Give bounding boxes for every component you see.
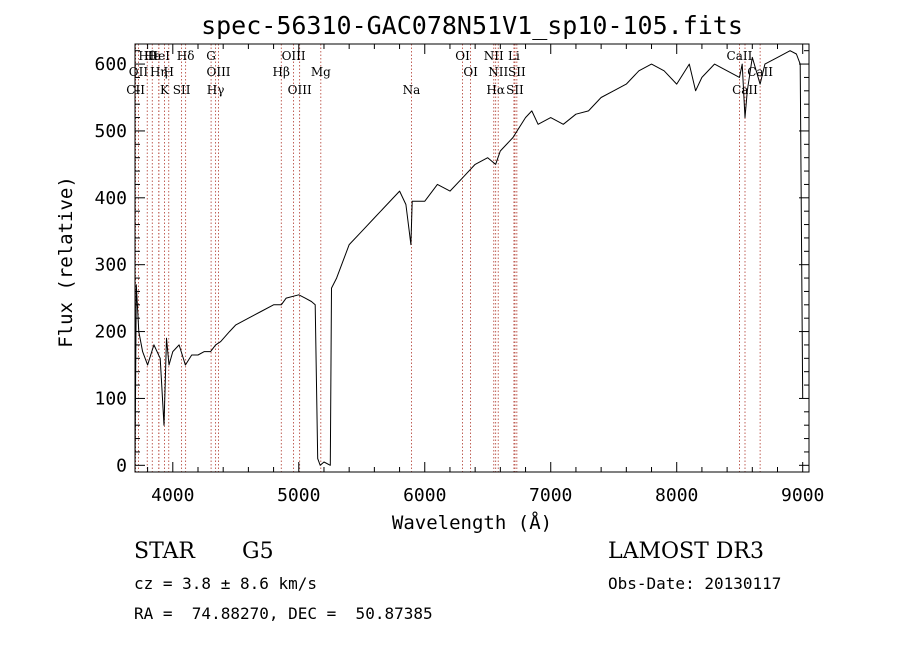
y-axis-label: Flux (relative)	[55, 176, 77, 348]
y-tick-label: 600	[94, 54, 127, 75]
object-type: STAR	[134, 539, 195, 564]
line-label: Hα	[486, 83, 505, 97]
obs-date: Obs-Date: 20130117	[608, 574, 782, 593]
line-label: HeI	[148, 49, 171, 63]
subclass: G5	[242, 539, 274, 564]
line-label: Mg	[311, 65, 331, 79]
line-label: CaII	[732, 83, 758, 97]
line-label: CII	[126, 83, 145, 97]
line-label: CaII	[747, 65, 773, 79]
y-tick-label: 300	[94, 255, 127, 276]
line-label: SII	[508, 65, 526, 79]
axis-ticks: 4000 5000 6000 7000 8000 9000 0 100 200 300 400 500…	[94, 44, 824, 506]
coordinates: RA = 74.88270, DEC = 50.87385	[134, 604, 433, 623]
line-label: OII	[129, 65, 149, 79]
line-label: SII	[506, 83, 524, 97]
line-label: Li	[508, 49, 520, 63]
spectral-line-labels: Hθ OII CII Hε Hη K HeI H SII Hδ OIII Hγ G Hβ OIII OIII M…	[126, 49, 773, 97]
x-axis-label: Wavelength (Å)	[392, 511, 552, 534]
line-label: Hδ	[177, 49, 195, 63]
survey-label: LAMOST DR3	[608, 539, 764, 564]
x-tick-label: 5000	[277, 485, 320, 506]
line-label: Hθ	[138, 49, 156, 63]
line-label: OIII	[206, 65, 230, 79]
x-tick-label: 8000	[655, 485, 698, 506]
y-tick-label: 400	[94, 188, 127, 209]
chart-title: spec-56310-GAC078N51V1_sp10-105.fits	[201, 11, 743, 40]
line-label: OI	[463, 65, 478, 79]
line-label: Hη	[150, 65, 168, 79]
line-label: K	[160, 83, 170, 97]
line-label: NII	[488, 65, 508, 79]
x-tick-label: 7000	[529, 485, 572, 506]
y-tick-label: 500	[94, 121, 127, 142]
line-label: OIII	[288, 83, 312, 97]
x-tick-label: 4000	[151, 485, 194, 506]
y-tick-label: 100	[94, 388, 127, 409]
line-label: Hγ	[207, 83, 225, 97]
y-tick-label: 0	[116, 455, 127, 476]
x-tick-label: 6000	[403, 485, 446, 506]
plot-frame	[134, 43, 810, 473]
spectral-lines	[135, 44, 761, 472]
line-label: NII	[484, 49, 504, 63]
line-label: CaII	[727, 49, 753, 63]
line-label: Hε	[144, 49, 161, 63]
line-label: Hβ	[273, 65, 290, 79]
x-tick-label: 9000	[781, 485, 824, 506]
y-tick-label: 200	[94, 322, 127, 343]
line-label: H	[164, 65, 174, 79]
line-label: Na	[403, 83, 421, 97]
line-label: SII	[173, 83, 191, 97]
redshift-value: cz = 3.8 ± 8.6 km/s	[134, 574, 318, 593]
line-label: G	[206, 49, 216, 63]
series-layer	[134, 50, 804, 466]
line-label: OI	[455, 49, 470, 63]
line-label: OIII	[282, 49, 306, 63]
flux-series	[134, 50, 804, 466]
